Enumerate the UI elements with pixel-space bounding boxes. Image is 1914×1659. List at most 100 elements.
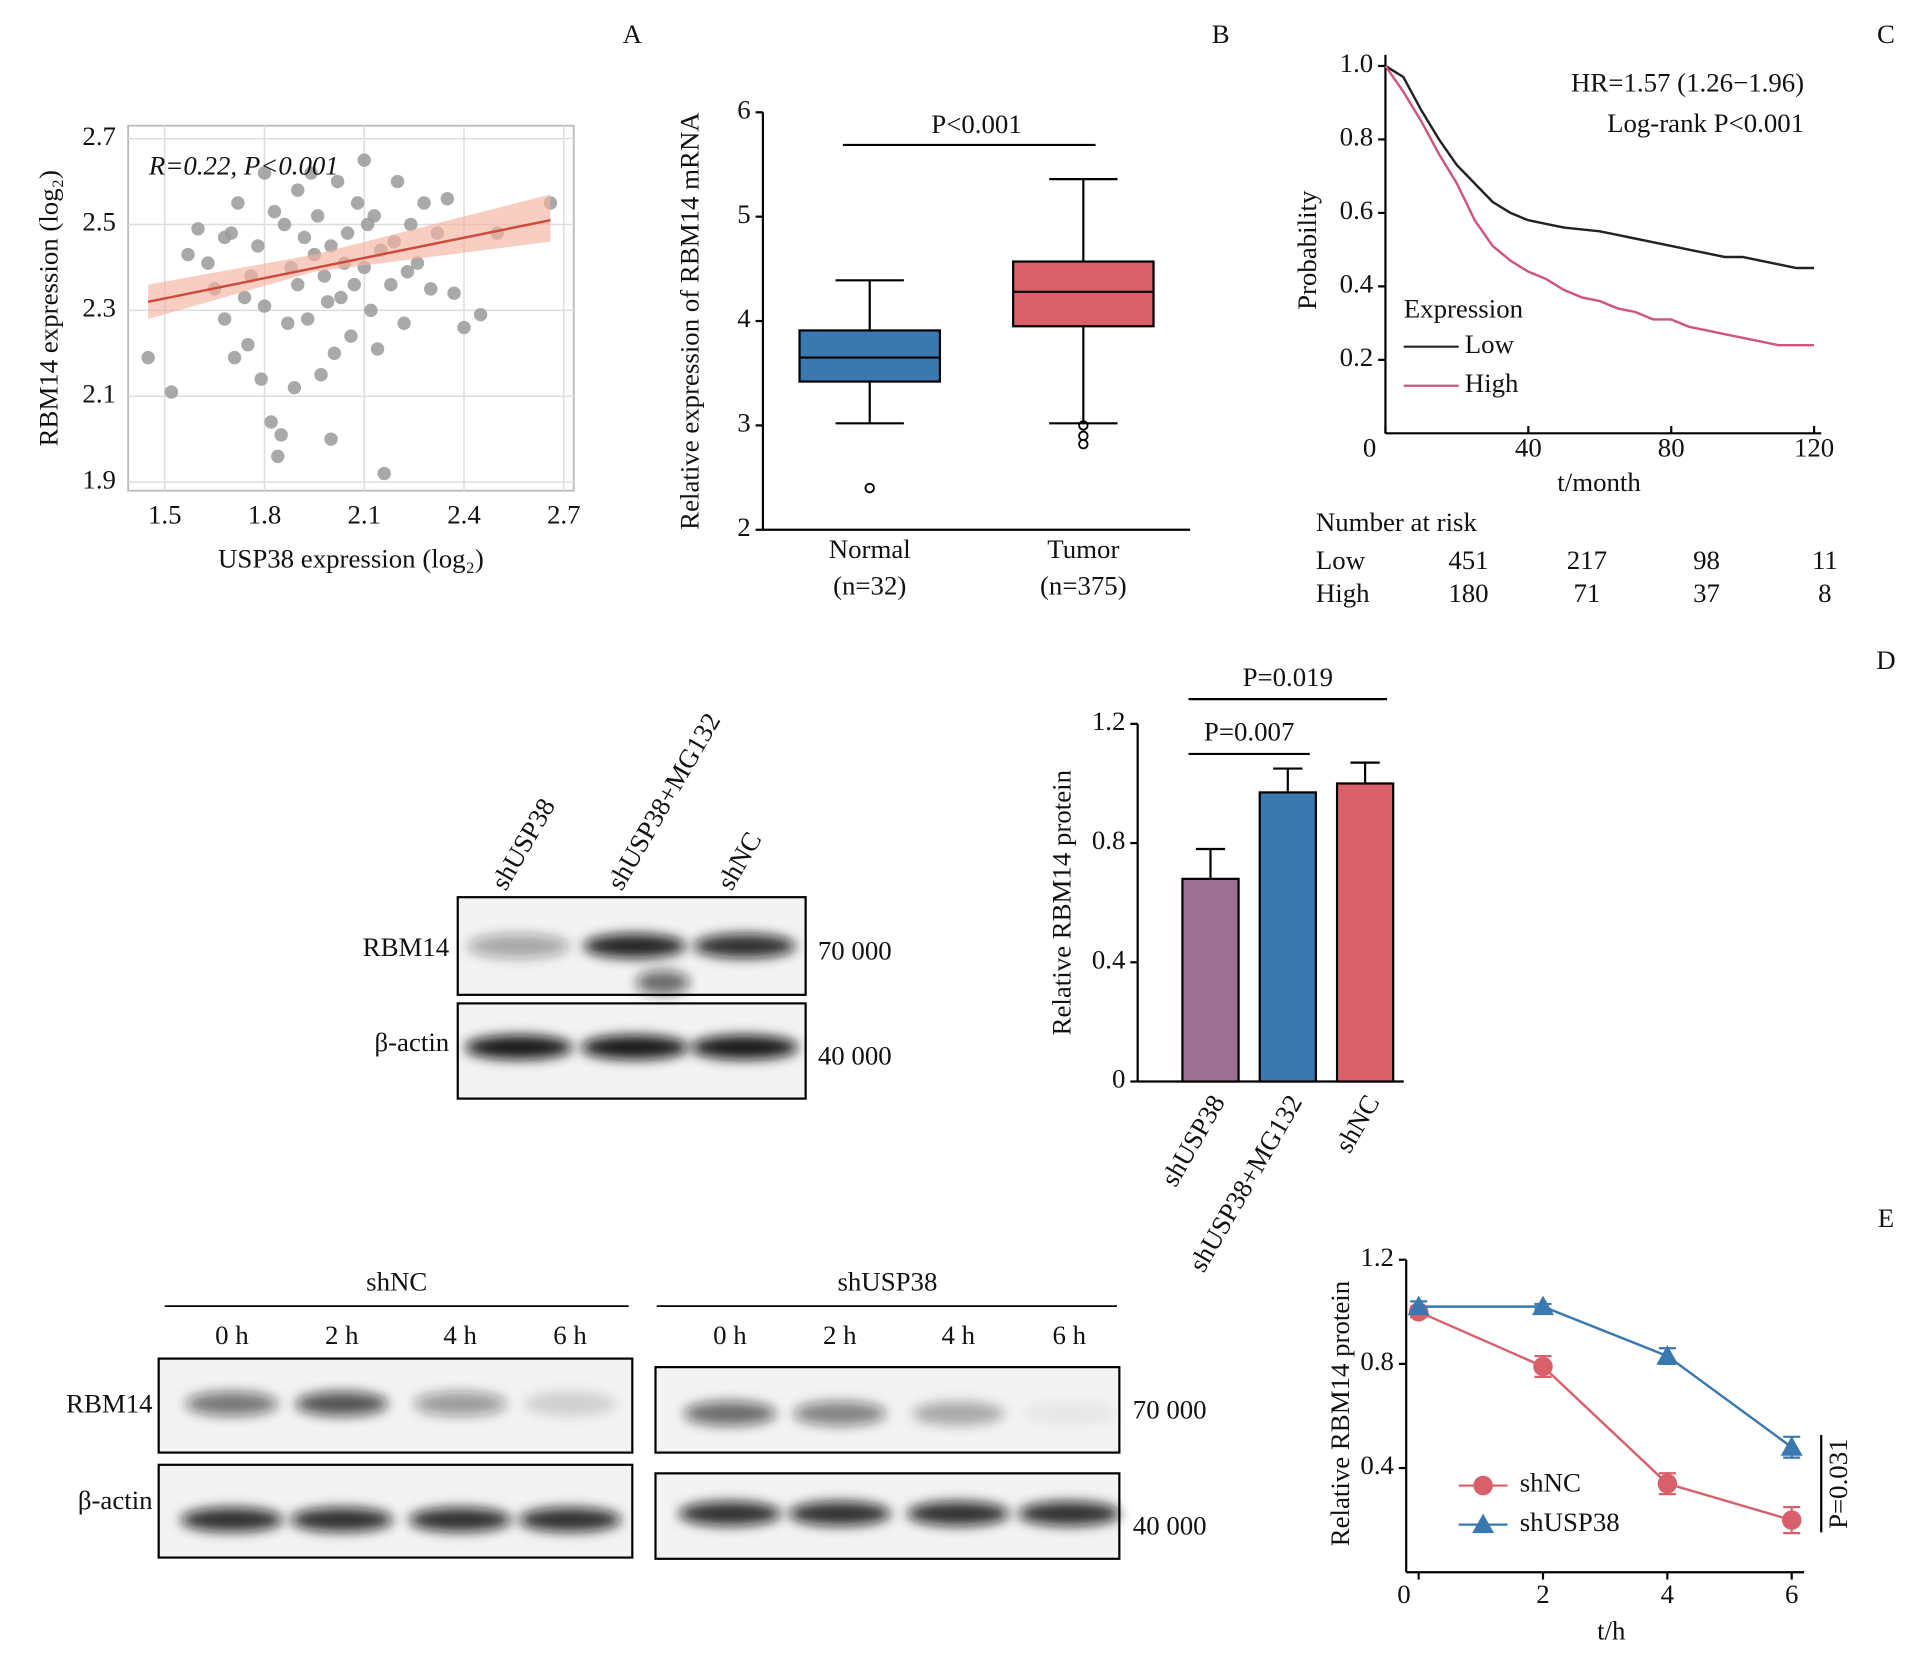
x-tick-label: shUSP38 [1155,1090,1231,1192]
bar [1335,782,1395,1083]
outlier [1078,438,1089,450]
y-tick-label: 0.2 [1340,342,1374,372]
point [274,428,288,442]
bar [1258,791,1317,1083]
y-axis-label: Probability [1292,190,1322,310]
x-tick-label: 80 [1658,433,1685,463]
point [404,217,418,232]
time-label: 2 h [325,1320,359,1350]
time-label: 4 h [941,1320,975,1350]
point [397,316,411,330]
outlier [864,482,875,494]
y-tick-label: 3 [737,408,750,438]
blot-band [690,1035,799,1060]
y-axis-label: RBM14 expression (log₂) [33,170,63,446]
x-axis-label: t/month [1557,467,1641,497]
blot-band [408,1507,512,1532]
time-label: 6 h [553,1320,587,1350]
risk-row-name: Low [1316,545,1366,575]
annotation: Log-rank P<0.001 [1607,108,1804,138]
time-label: 0 h [215,1320,249,1350]
risk-count: 180 [1448,578,1488,608]
blot-band [911,1401,1005,1426]
x-tick-label: 2.1 [347,500,381,530]
group-label: shNC [366,1266,427,1296]
point [257,299,272,313]
x-axis-label: USP38 expression (log₂) [218,544,484,574]
y-tick-label: 0.4 [1340,269,1374,299]
time-label: 6 h [1053,1320,1087,1350]
legend-marker [1472,1513,1495,1534]
x-tick-label: 4 [1661,1579,1674,1609]
blot-band [185,1391,279,1416]
point [227,350,242,365]
blot-band [518,1507,622,1532]
group-label: shUSP38 [837,1266,937,1296]
blot-band [180,1507,284,1532]
point [424,282,438,296]
box [798,329,942,383]
y-tick-label: 2.7 [82,121,116,151]
y-tick-label: 0.8 [1360,1346,1394,1376]
y-axis-label: Relative RBM14 protein [1047,769,1077,1035]
y-tick-label: 0.4 [1092,944,1126,974]
lane-label: shUSP38+MG132 [601,708,726,895]
fit-line [147,218,551,303]
point [417,196,431,210]
blot-band [678,1501,782,1526]
point [141,350,155,365]
y-tick-label: 2.1 [82,378,116,408]
point [277,217,292,232]
point [217,230,232,245]
x-tick-label: 0 [1363,433,1376,463]
annotation: P=0.007 [1204,717,1294,747]
y-tick-label: 0.4 [1360,1450,1394,1480]
x-tick-label: 40 [1515,433,1542,463]
point [357,153,371,167]
marker [1657,1473,1678,1494]
point [350,196,365,210]
y-tick-label: 0 [1112,1064,1125,1094]
point [217,312,232,326]
point [267,204,282,219]
y-tick-label: 0.8 [1340,122,1374,152]
annotation: P=0.019 [1243,662,1333,692]
y-tick-label: 1.2 [1092,706,1126,736]
point [264,415,278,429]
y-tick-label: 0.8 [1092,825,1126,855]
y-axis-label: Relative RBM14 protein [1325,1280,1355,1546]
blot-size-label: 70 000 [1133,1394,1207,1424]
blot-band [581,1035,689,1060]
annotation: P<0.001 [931,109,1021,139]
confidence-band [148,194,551,319]
point [324,432,338,446]
legend-label: High [1465,368,1519,398]
blot-row-label: RBM14 [66,1388,153,1418]
blot-band [465,1035,573,1060]
x-tick-label: Tumor [1047,534,1119,564]
point [287,380,302,395]
panel-label: D [1876,645,1895,675]
point [473,307,488,322]
x-axis-label: t/h [1597,1615,1626,1645]
y-tick-label: 2 [737,512,750,542]
blot-band [635,970,690,995]
panel-label: C [1877,19,1895,49]
point [314,368,328,382]
y-axis-label: Relative expression of RBM14 mRNA [674,112,704,530]
x-tick-label: 6 [1785,1579,1798,1609]
point [297,230,312,245]
legend-title: Expression [1404,293,1524,323]
blot-row-label: β-actin [78,1485,153,1515]
outlier [1078,420,1089,431]
y-tick-label: 1.9 [82,464,116,494]
risk-count: 451 [1448,545,1488,575]
y-tick-label: 2.3 [82,293,116,323]
blot-size-label: 40 000 [1133,1510,1207,1540]
panel-label: A [623,19,643,49]
legend-marker [1473,1475,1493,1496]
marker [1656,1345,1679,1365]
x-tick-label: 2.4 [447,500,481,530]
